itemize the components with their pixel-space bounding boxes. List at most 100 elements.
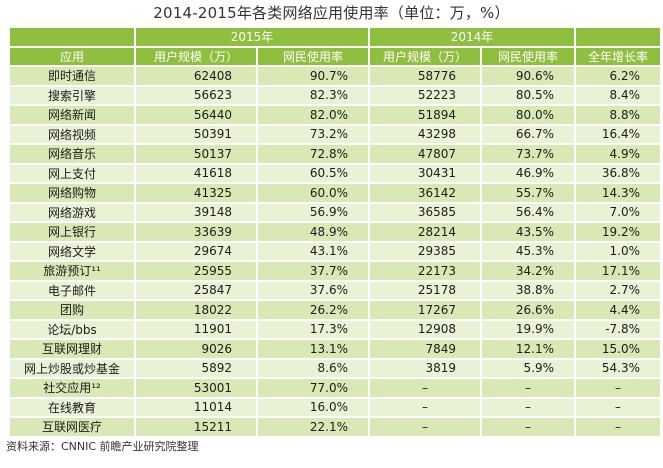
table-cell: -7.8% [576,320,661,338]
table-cell: 12.1% [482,340,575,358]
table-cell: 13.1% [258,340,369,358]
table-cell: 12908 [370,320,481,338]
year-header-blank [10,28,134,46]
app-name-cell: 网络视频 [10,125,134,143]
table-cell: – [370,379,481,397]
table-title: 2014-2015年各类网络应用使用率（单位：万，%） [153,4,510,22]
table-cell: 41618 [136,164,256,182]
app-name-cell: 旅游预订¹¹ [10,262,134,280]
table-cell: 52223 [370,86,481,104]
table-cell: 11014 [136,398,256,416]
table-cell: 6.2% [576,67,661,85]
table-cell: 8.8% [576,106,661,124]
table-cell: 34.2% [482,262,575,280]
table-cell: 77.0% [258,379,369,397]
app-name-cell: 团购 [10,301,134,319]
table-cell: 80.0% [482,106,575,124]
table-cell: 46.9% [482,164,575,182]
column-header: 全年增长率 [576,47,661,65]
table-cell: 43.1% [258,242,369,260]
table-cell: 73.7% [482,145,575,163]
app-name-cell: 网上支付 [10,164,134,182]
table-row: 电子邮件 25847 37.6% 25178 38.8% 2.7% [10,281,661,299]
table-cell: 17.3% [258,320,369,338]
table-cell: 47807 [370,145,481,163]
table-row: 互联网理财 9026 13.1% 7849 12.1% 15.0% [10,340,661,358]
table-cell: 82.3% [258,86,369,104]
table-cell: 90.6% [482,67,575,85]
table-cell: 82.0% [258,106,369,124]
table-cell: 43.5% [482,223,575,241]
table-cell: 16.4% [576,125,661,143]
table-cell: 37.6% [258,281,369,299]
table-cell: 16.0% [258,398,369,416]
column-header-row: 应用 用户规模（万） 网民使用率 用户规模（万） 网民使用率 全年增长率 [10,47,661,65]
table-cell: 19.9% [482,320,575,338]
year-header-blank [576,28,661,46]
app-name-cell: 社交应用¹² [10,379,134,397]
table-cell: 15211 [136,418,256,436]
table-cell: 22173 [370,262,481,280]
table-cell: 3819 [370,359,481,377]
app-name-cell: 网上银行 [10,223,134,241]
table-cell: 17.1% [576,262,661,280]
table-cell: 18022 [136,301,256,319]
table-cell: 90.7% [258,67,369,85]
table-cell: 36.8% [576,164,661,182]
table-cell: 66.7% [482,125,575,143]
table-cell: 1.0% [576,242,661,260]
app-name-cell: 互联网理财 [10,340,134,358]
table-cell: 9026 [136,340,256,358]
table-cell: 5.9% [482,359,575,377]
table-row: 即时通信 62408 90.7% 58776 90.6% 6.2% [10,67,661,85]
table-cell: 25955 [136,262,256,280]
app-name-cell: 网络音乐 [10,145,134,163]
table-cell: 7.0% [576,203,661,221]
table-row: 旅游预订¹¹ 25955 37.7% 22173 34.2% 17.1% [10,262,661,280]
app-name-cell: 论坛/bbs [10,320,134,338]
table-cell: 41325 [136,184,256,202]
table-cell: 26.2% [258,301,369,319]
table-cell: – [370,418,481,436]
table-row: 社交应用¹² 53001 77.0% – – – [10,379,661,397]
app-name-cell: 即时通信 [10,67,134,85]
app-name-cell: 网络购物 [10,184,134,202]
table-cell: – [576,379,661,397]
table-cell: 28214 [370,223,481,241]
table-cell: 80.5% [482,86,575,104]
table-row: 网络新闻 56440 82.0% 51894 80.0% 8.8% [10,106,661,124]
table-cell: 53001 [136,379,256,397]
table-cell: – [370,398,481,416]
table-row: 团购 18022 26.2% 17267 26.6% 4.4% [10,301,661,319]
table-row: 搜索引擎 56623 82.3% 52223 80.5% 8.4% [10,86,661,104]
table-row: 论坛/bbs 11901 17.3% 12908 19.9% -7.8% [10,320,661,338]
table-cell: 33639 [136,223,256,241]
table-cell: 22.1% [258,418,369,436]
app-name-cell: 网络文学 [10,242,134,260]
table-cell: 62408 [136,67,256,85]
table-body: 即时通信 62408 90.7% 58776 90.6% 6.2% 搜索引擎 56623 82.… [10,67,661,436]
table-cell: 50137 [136,145,256,163]
table-cell: 25178 [370,281,481,299]
table-cell: 25847 [136,281,256,299]
table-cell: 4.9% [576,145,661,163]
table-cell: – [482,418,575,436]
table-cell: 14.3% [576,184,661,202]
app-name-cell: 互联网医疗 [10,418,134,436]
table-cell: 5892 [136,359,256,377]
table-cell: 39148 [136,203,256,221]
table-cell: 43298 [370,125,481,143]
table-row: 网络文学 29674 43.1% 29385 45.3% 1.0% [10,242,661,260]
table-cell: – [482,398,575,416]
table-cell: 60.0% [258,184,369,202]
table-cell: 15.0% [576,340,661,358]
year-header-2014: 2014年 [370,28,575,46]
table-row: 互联网医疗 15211 22.1% – – – [10,418,661,436]
table-row: 在线教育 11014 16.0% – – – [10,398,661,416]
table-row: 网络视频 50391 73.2% 43298 66.7% 16.4% [10,125,661,143]
table-cell: 50391 [136,125,256,143]
usage-table: 2015年 2014年 应用 用户规模（万） 网民使用率 用户规模（万） 网民使用率 全年… [8,26,662,438]
column-header: 网民使用率 [258,47,369,65]
table-cell: 36142 [370,184,481,202]
table-cell: 19.2% [576,223,661,241]
